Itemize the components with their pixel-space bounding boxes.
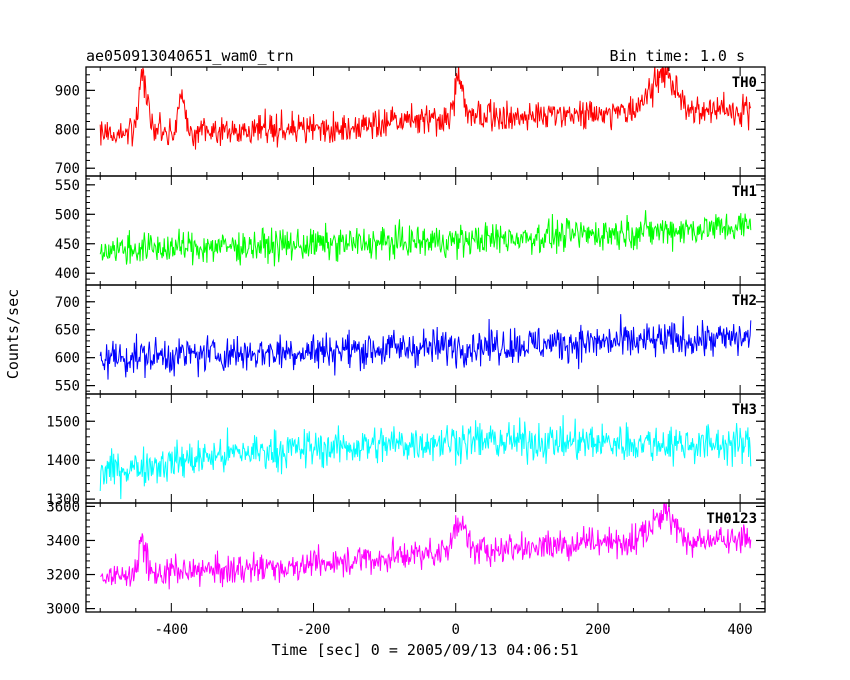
x-tick-label: 200 [585,622,610,638]
panel-label: TH3 [732,402,757,418]
y-tick-label: 450 [55,237,80,253]
x-axis: -400 -200 0 200 400 [154,622,752,638]
y-tick-label: 700 [55,161,80,177]
panel-frame [85,502,766,613]
y-tick-label: 600 [55,351,80,367]
panel-th1: 400 450 500 550 TH1 [55,175,766,286]
y-tick-label: 800 [55,122,80,138]
panel-th3: 1300 1400 1500 TH3 [46,393,766,508]
y-tick-label: 400 [55,266,80,282]
panel-label: TH0 [732,75,757,91]
series-line-th2 [99,314,752,380]
y-tick-label: 650 [55,323,80,339]
y-tick-label: 550 [55,178,80,194]
y-tick-label: 3200 [46,568,80,584]
y-tick-label: 3400 [46,533,80,549]
x-tick-label: 400 [727,622,752,638]
panel-label: TH2 [732,293,757,309]
panel-label: TH1 [732,184,757,200]
x-axis-title: Time [sec] 0 = 2005/09/13 04:06:51 [271,641,578,659]
x-tick-label: 0 [451,622,459,638]
series-line-th0123 [100,503,752,590]
panel-th0: 700 800 900 TH0 [55,66,766,177]
series-line-th3 [99,415,752,500]
y-axis-title: Counts/sec [4,289,22,379]
y-tick-label: 500 [55,207,80,223]
panel-label: TH0123 [706,511,757,527]
y-tick-label: 1400 [46,453,80,469]
series-line-th0 [99,67,752,150]
panel-th2: 550 600 650 700 TH2 [55,284,766,395]
x-tick-label: -200 [297,622,331,638]
y-tick-label: 1300 [46,492,80,508]
panels-group: 700 800 900 TH0 400 450 500 550 TH1 550 600 650 700 T… [46,66,766,618]
y-tick-label: 3000 [46,602,80,618]
chart-title: ae050913040651_wam0_trn [86,47,294,65]
bin-time-label: Bin time: 1.0 s [610,47,745,65]
y-tick-label: 700 [55,295,80,311]
y-tick-label: 1500 [46,414,80,430]
y-tick-label: 3600 [46,499,80,515]
x-tick-label: -400 [154,622,188,638]
series-line-th1 [99,210,752,267]
panel-th0123: 3000 3200 3400 3600 TH0123 [46,499,766,618]
y-tick-label: 900 [55,83,80,99]
y-tick-label: 550 [55,379,80,395]
